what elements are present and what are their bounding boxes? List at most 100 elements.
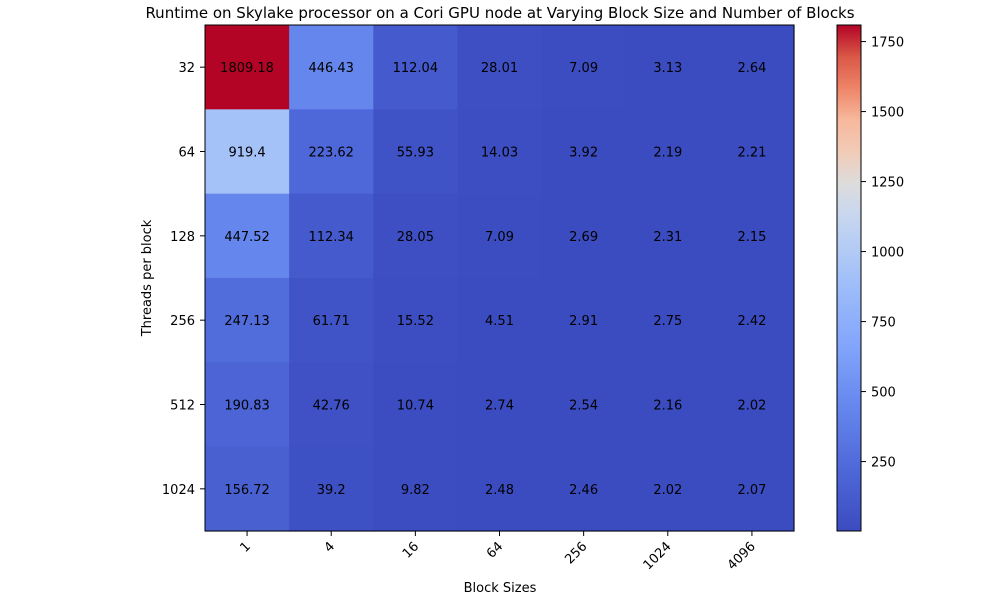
cell-value-label: 10.74 [397, 399, 434, 414]
heatmap-cell-128-256 [541, 193, 627, 279]
x-tick-label: 1024 [641, 539, 675, 573]
heatmap-cell-32-4 [289, 25, 374, 110]
heatmap-cell-1024-256 [541, 446, 627, 532]
cell-value-label: 61.71 [313, 314, 350, 329]
heatmap-cell-64-64 [457, 109, 543, 195]
heatmap-cell-128-4096 [709, 193, 795, 279]
cell-value-label: 2.02 [653, 483, 682, 498]
heatmap-cell-32-1024 [625, 25, 711, 110]
heatmap-cell-64-16 [373, 109, 459, 195]
colorbar [836, 24, 862, 532]
cell-value-label: 2.31 [653, 230, 682, 245]
colorbar-ticks: 250 500 750 1000 1250 1500 1750 [861, 36, 904, 471]
cell-value-label: 42.76 [313, 399, 350, 414]
cell-value-label: 28.05 [397, 230, 434, 245]
cell-value-label: 156.72 [224, 483, 270, 498]
cell-value-label: 2.48 [485, 483, 514, 498]
y-tick-label: 1024 [162, 483, 195, 498]
cell-value-label: 15.52 [397, 314, 434, 329]
heatmap-cell-512-4096 [709, 362, 795, 448]
cell-value-label: 4.51 [485, 314, 514, 329]
heatmap-cell-1024-64 [457, 446, 543, 532]
heatmap-cell-1024-4 [289, 446, 374, 532]
colorbar-tick-label: 500 [871, 386, 896, 401]
cell-value-label: 28.01 [481, 61, 518, 76]
heatmap-cell-512-64 [457, 362, 543, 448]
cell-value-label: 2.46 [569, 483, 598, 498]
cell-value-label: 1809.18 [220, 61, 274, 76]
heatmap-cell-64-1 [205, 109, 290, 195]
y-tick-label: 64 [178, 146, 195, 161]
heatmap-cell-32-4096 [709, 25, 795, 110]
chart-title: Runtime on Skylake processor on a Cori G… [145, 4, 854, 22]
y-tick-label: 256 [170, 314, 195, 329]
cell-value-label: 112.04 [393, 61, 439, 76]
cell-value-label: 2.42 [737, 314, 766, 329]
cell-value-label: 2.74 [485, 399, 514, 414]
heatmap-cell-128-16 [373, 193, 459, 279]
x-tick-label: 1 [237, 539, 253, 555]
heatmap-cell-32-1 [205, 25, 290, 110]
cell-value-label: 112.34 [308, 230, 354, 245]
heatmap-cell-64-4 [289, 109, 374, 195]
heatmap-cell-512-256 [541, 362, 627, 448]
cell-value-label: 190.83 [224, 399, 270, 414]
heatmap-cell-1024-1 [205, 446, 290, 532]
cell-value-label: 2.21 [737, 146, 766, 161]
heatmap-cell-512-1024 [625, 362, 711, 448]
heatmap-cell-128-1024 [625, 193, 711, 279]
x-tick-label: 16 [400, 539, 422, 561]
cell-value-label: 2.91 [569, 314, 598, 329]
cell-value-label: 3.13 [653, 61, 682, 76]
cell-value-label: 9.82 [401, 483, 430, 498]
heatmap-cell-1024-16 [373, 446, 459, 532]
heatmap-cell-128-64 [457, 193, 543, 279]
cell-value-label: 2.54 [569, 399, 598, 414]
x-tick-label: 4 [322, 539, 338, 555]
heatmap-cell-32-16 [373, 25, 459, 110]
x-tick-label: 4096 [725, 539, 759, 573]
colorbar-tick-label: 250 [871, 456, 896, 471]
heatmap-cell-256-4096 [709, 278, 795, 363]
heatmap-cell-64-256 [541, 109, 627, 195]
x-tick-label: 256 [562, 539, 590, 567]
heatmap-cell-1024-4096 [709, 446, 795, 532]
colorbar-tick-label: 1000 [871, 246, 904, 261]
cell-value-label: 2.16 [653, 399, 682, 414]
heatmap-cell-32-64 [457, 25, 543, 110]
heatmap-cell-32-256 [541, 25, 627, 110]
colorbar-tick-label: 1750 [871, 36, 904, 51]
cell-value-label: 3.92 [569, 146, 598, 161]
cell-value-label: 2.15 [737, 230, 766, 245]
colorbar-tick-label: 750 [871, 316, 896, 331]
cell-value-label: 7.09 [485, 230, 514, 245]
heatmap-cell-1024-1024 [625, 446, 711, 532]
cell-value-label: 2.19 [653, 146, 682, 161]
heatmap-cell-256-16 [373, 278, 459, 363]
heatmap-cell-256-256 [541, 278, 627, 363]
cell-value-label: 55.93 [397, 146, 434, 161]
colorbar-tick-label: 1500 [871, 106, 904, 121]
heatmap-cells [205, 25, 795, 532]
cell-value-label: 2.64 [737, 61, 766, 76]
cell-value-label: 446.43 [308, 61, 354, 76]
cell-value-label: 2.07 [737, 483, 766, 498]
heatmap-cell-128-4 [289, 193, 374, 279]
x-axis-label: Block Sizes [464, 581, 537, 596]
heatmap-cell-64-1024 [625, 109, 711, 195]
heatmap-cell-labels: 1809.18 446.43 112.04 28.01 7.09 3.13 2.64 919.… [220, 61, 766, 498]
heatmap-cell-256-1024 [625, 278, 711, 363]
cell-value-label: 2.02 [737, 399, 766, 414]
colorbar-tick-label: 1250 [871, 176, 904, 191]
heatmap-cell-128-1 [205, 193, 290, 279]
y-tick-label: 512 [170, 399, 195, 414]
y-axis-ticks: 32 64 128 256 512 1024 [162, 61, 205, 498]
cell-value-label: 2.75 [653, 314, 682, 329]
cell-value-label: 919.4 [228, 146, 265, 161]
y-tick-label: 128 [170, 230, 195, 245]
heatmap-cell-256-1 [205, 278, 290, 363]
heatmap-cell-64-4096 [709, 109, 795, 195]
heatmap-cell-512-1 [205, 362, 290, 448]
heatmap-cell-256-64 [457, 278, 543, 363]
